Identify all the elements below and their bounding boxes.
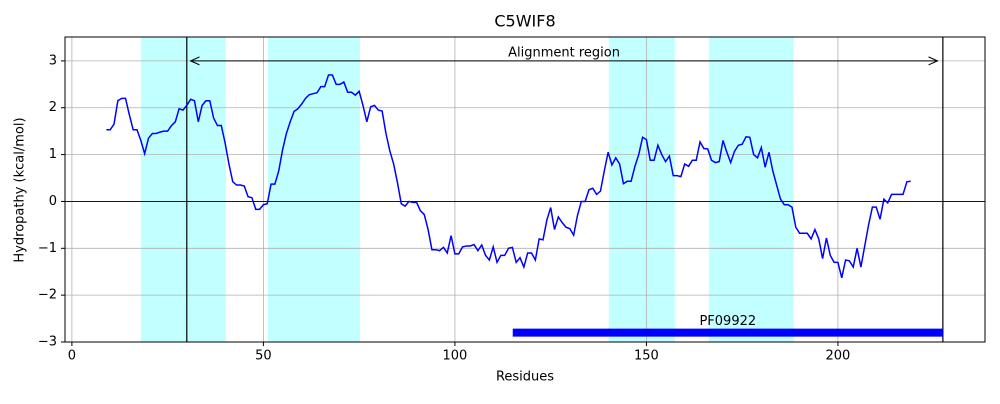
y-tick-label: 1 (49, 147, 57, 162)
shaded-region (708, 37, 794, 342)
y-tick-label: 3 (49, 53, 57, 68)
y-tick-label: −3 (38, 335, 57, 350)
x-tick-label: 100 (442, 349, 467, 364)
x-tick-label: 0 (68, 349, 76, 364)
shaded-region (267, 37, 360, 342)
x-tick-label: 150 (634, 349, 659, 364)
y-tick-label: 0 (49, 194, 57, 209)
y-axis-label: Hydropathy (kcal/mol) (13, 117, 28, 262)
plot-frame (64, 36, 986, 343)
x-tick-label: 50 (255, 349, 272, 364)
x-tick-label: 200 (826, 349, 851, 364)
domain-label: PF09922 (699, 314, 756, 329)
y-tick-label: 2 (49, 100, 57, 115)
chart-title: C5WIF8 (494, 12, 555, 31)
y-tick-label: −2 (38, 288, 57, 303)
annotation-label: Alignment region (508, 45, 620, 60)
y-tick-label: −1 (38, 241, 57, 256)
x-axis-label: Residues (496, 370, 554, 385)
hydropathy-line (106, 74, 911, 278)
shaded-region (140, 37, 226, 342)
shaded-region (608, 37, 675, 342)
domain-bar (512, 328, 943, 337)
